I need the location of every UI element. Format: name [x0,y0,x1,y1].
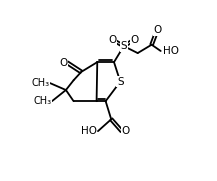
Text: CH₃: CH₃ [32,78,50,88]
Text: S: S [120,41,127,51]
Text: CH₃: CH₃ [34,96,52,106]
Text: O: O [59,58,67,68]
Text: HO: HO [81,126,97,136]
Text: S: S [117,77,124,87]
Text: O: O [122,126,130,136]
Text: O: O [108,35,117,45]
Text: HO: HO [163,46,179,56]
Text: O: O [153,25,161,35]
Text: O: O [130,35,138,45]
